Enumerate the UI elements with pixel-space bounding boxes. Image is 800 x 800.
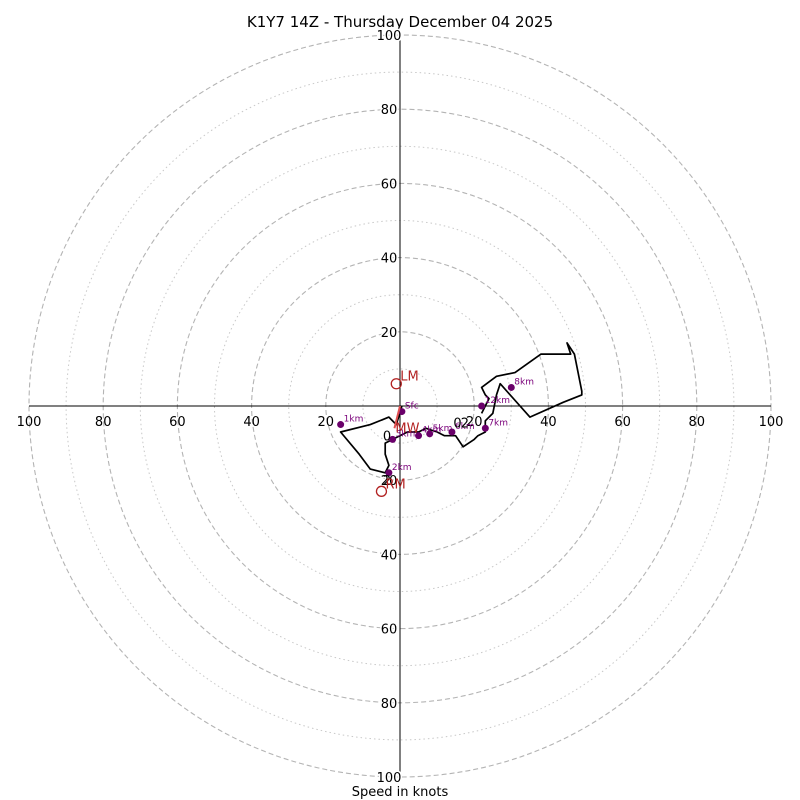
y-tick-up-20: 20 <box>381 326 398 341</box>
mean-wind-label: MW <box>395 421 419 436</box>
height-marker-1km <box>337 421 345 429</box>
x-tick-right-40: 40 <box>540 415 557 430</box>
x-axis-label: Speed in knots <box>352 785 449 800</box>
height-label-5km: 5km <box>433 424 453 434</box>
height-label-4km: 4km <box>422 426 442 436</box>
height-marker-2km <box>385 469 393 477</box>
x-tick-left-80: 80 <box>95 415 112 430</box>
storm-motion-label-LM: LM <box>400 370 418 385</box>
y-tick-up-60: 60 <box>381 177 398 192</box>
x-tick-left-20: 20 <box>318 415 335 430</box>
annotation-1: 0 <box>453 417 461 432</box>
hodograph-line <box>339 342 583 474</box>
tick-labels: 100 80 60 40 20 20 40 60 80 100204060801002040608… <box>17 28 784 788</box>
y-tick-up-80: 80 <box>381 103 398 118</box>
storm-motion-marker-RM <box>375 485 388 497</box>
y-tick-down-40: 40 <box>381 548 398 563</box>
y-tick-up-100: 100 <box>377 29 402 44</box>
x-tick-left-60: 60 <box>169 415 186 430</box>
height-label-6km: 6km <box>455 422 475 432</box>
height-label-7km: 7km <box>488 418 508 428</box>
height-marker-12km <box>478 402 486 410</box>
height-marker-7km <box>481 424 489 432</box>
annotation-3: 2 <box>461 417 469 432</box>
height-marker-3km <box>389 435 397 443</box>
height-label-12km: 12km <box>485 396 510 406</box>
annotation-2: 2 <box>383 474 391 489</box>
chart-title: K1Y7 14Z - Thursday December 04 2025 <box>247 13 553 31</box>
hodograph-trace <box>339 342 583 474</box>
annotation-0: 0 <box>383 430 391 445</box>
y-tick-down-100: 100 <box>377 771 402 786</box>
storm-motion-marker-LM <box>390 378 402 390</box>
y-tick-down-60: 60 <box>381 623 398 638</box>
height-label-2km: 2km <box>392 463 412 473</box>
x-tick-right-20: 20 <box>466 415 483 430</box>
height-label-8km: 8km <box>514 377 534 387</box>
mean-wind-vector <box>393 405 401 429</box>
x-tick-left-100: 100 <box>17 415 42 430</box>
x-tick-right-80: 80 <box>689 415 706 430</box>
y-tick-up-40: 40 <box>381 252 398 267</box>
height-label-3km: 3km <box>396 429 416 439</box>
height-marker-4km <box>415 432 423 440</box>
y-tick-down-80: 80 <box>381 697 398 712</box>
height-marker-6km <box>448 428 456 436</box>
height-marker-8km <box>507 383 515 391</box>
storm-motion-label-RM: RM <box>385 477 405 492</box>
y-tick-down-20: 20 <box>381 474 398 489</box>
x-tick-right-60: 60 <box>614 415 631 430</box>
x-tick-left-40: 40 <box>243 415 260 430</box>
height-label-1km: 1km <box>344 415 364 425</box>
height-marker-5km <box>426 430 434 438</box>
height-marker-Sfc <box>398 408 406 416</box>
height-label-Sfc: Sfc <box>405 402 419 412</box>
x-tick-right-100: 100 <box>759 415 784 430</box>
